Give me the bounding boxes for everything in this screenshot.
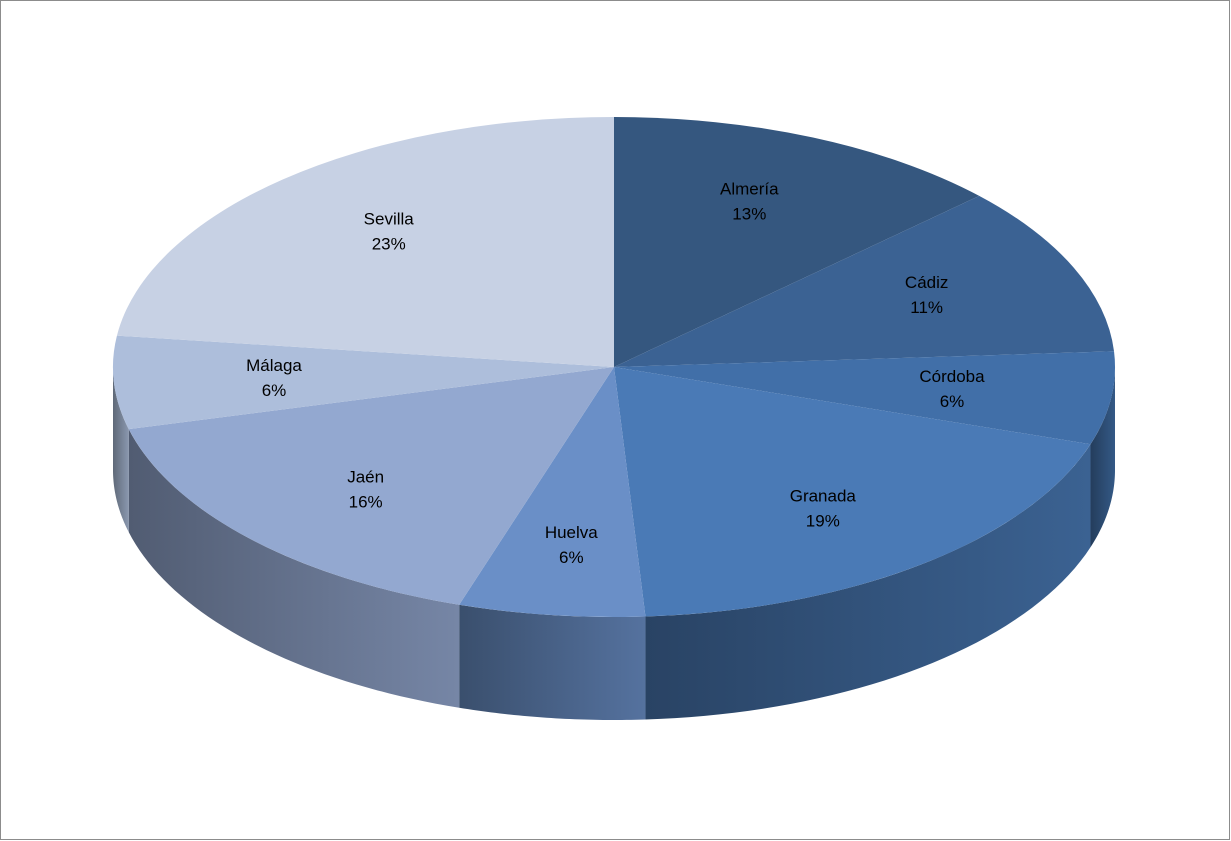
slice [614,117,980,367]
slice-label: Granada [790,487,857,506]
slice [459,367,646,617]
slice-label: Almería [720,179,779,198]
slice-value-label: 6% [559,548,584,567]
slice-side [645,444,1091,720]
slice-value-label: 16% [349,493,383,512]
slice-value-label: 6% [940,392,965,411]
slice [614,195,1115,367]
slice [128,367,614,605]
slice-label: Jaén [347,468,384,487]
slice-side [459,604,646,720]
slice-value-label: 19% [806,512,840,531]
slice-value-label: 23% [372,234,406,253]
slice [614,367,1091,617]
slice-label: Cádiz [905,273,948,292]
slice-label: Málaga [246,356,302,375]
slice-label: Huelva [545,523,598,542]
slice-value-label: 11% [910,298,943,317]
slice-side [128,429,460,708]
slice [113,335,615,430]
slice [116,117,614,367]
slice-label: Sevilla [364,209,415,228]
labels: Almería 13% Cádiz 11% Córdoba 6% Granada 19% Hue… [246,179,985,567]
slice-label: Córdoba [919,367,985,386]
slice-value-label: 6% [262,381,287,400]
tops [113,117,1115,617]
slice-side [113,367,129,533]
sides [113,367,1115,720]
slice [614,351,1115,445]
slice-side [1090,367,1115,548]
slice-value-label: 13% [732,204,766,223]
